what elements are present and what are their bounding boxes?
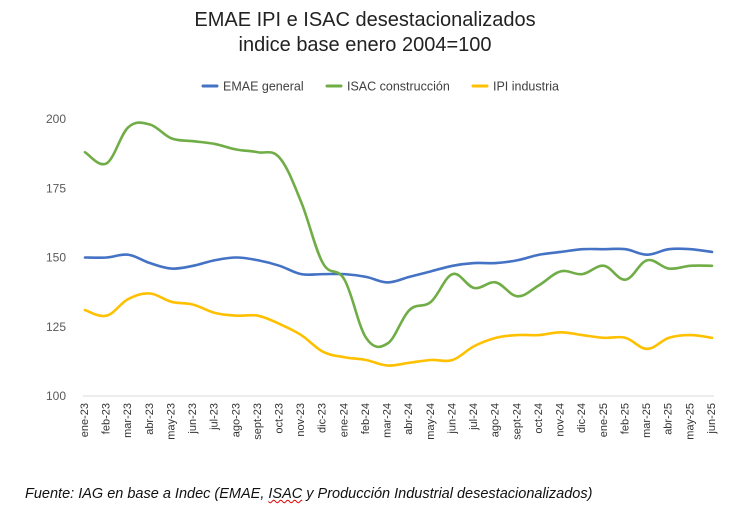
x-tick-label: may-23 bbox=[165, 403, 177, 440]
x-tick-label: jun-24 bbox=[446, 403, 458, 435]
x-tick-label: ene-23 bbox=[79, 403, 91, 437]
x-tick-label: feb-25 bbox=[619, 403, 631, 434]
x-tick-label: abr-25 bbox=[663, 403, 675, 435]
x-tick-label: abr-23 bbox=[144, 403, 156, 435]
x-tick-label: ago-23 bbox=[230, 403, 242, 437]
x-tick-label: dic-23 bbox=[317, 403, 329, 433]
chart-title: EMAE IPI e ISAC desestacionalizados indi… bbox=[0, 8, 730, 58]
x-tick-label: mar-25 bbox=[641, 403, 653, 438]
x-tick-label: feb-24 bbox=[360, 403, 372, 434]
x-tick-label: jun-23 bbox=[187, 403, 199, 435]
x-tick-label: jul-24 bbox=[468, 403, 480, 431]
x-tick-label: oct-23 bbox=[273, 403, 285, 434]
x-tick-label: mar-23 bbox=[122, 403, 134, 438]
x-tick-label: nov-23 bbox=[295, 403, 307, 437]
series-line-2 bbox=[83, 292, 714, 367]
x-tick-label: sept-23 bbox=[252, 403, 264, 440]
chart-title-line-2: indice base enero 2004=100 bbox=[238, 34, 492, 56]
x-tick-label: feb-23 bbox=[101, 403, 113, 434]
legend-label: ISAC construcción bbox=[347, 80, 450, 94]
x-tick-label: ene-25 bbox=[598, 403, 610, 437]
series-line-1 bbox=[83, 121, 714, 349]
y-tick-label: 125 bbox=[46, 320, 66, 334]
x-tick-label: mar-24 bbox=[382, 403, 394, 438]
x-tick-label: jul-23 bbox=[209, 403, 221, 431]
legend-label: IPI industria bbox=[493, 80, 559, 94]
x-tick-label: nov-24 bbox=[555, 403, 567, 437]
source-note-text-2: y Producción Industrial desestacionaliza… bbox=[302, 486, 593, 502]
x-tick-label: may-25 bbox=[684, 403, 696, 440]
x-tick-label: dic-24 bbox=[576, 403, 588, 433]
x-tick-label: may-24 bbox=[425, 403, 437, 440]
x-tick-label: ago-24 bbox=[490, 403, 502, 437]
legend-label: EMAE general bbox=[223, 80, 304, 94]
source-note-underlined: ISAC bbox=[268, 486, 303, 502]
x-tick-label: abr-24 bbox=[403, 403, 415, 435]
x-tick-label: sept-24 bbox=[511, 403, 523, 440]
y-tick-label: 200 bbox=[46, 112, 66, 126]
chart-title-line-1: EMAE IPI e ISAC desestacionalizados bbox=[194, 9, 536, 31]
source-note: Fuente: IAG en base a Indec (EMAE, ISAC … bbox=[25, 486, 592, 502]
y-tick-label: 175 bbox=[46, 181, 66, 195]
y-tick-label: 150 bbox=[46, 251, 66, 265]
x-tick-label: ene-24 bbox=[338, 403, 350, 437]
x-tick-label: jun-25 bbox=[706, 403, 718, 435]
y-tick-label: 100 bbox=[46, 389, 66, 403]
series-line-0 bbox=[83, 247, 714, 284]
source-note-text-1: Fuente: IAG en base a Indec (EMAE, bbox=[25, 486, 269, 502]
x-tick-label: oct-24 bbox=[533, 403, 545, 434]
